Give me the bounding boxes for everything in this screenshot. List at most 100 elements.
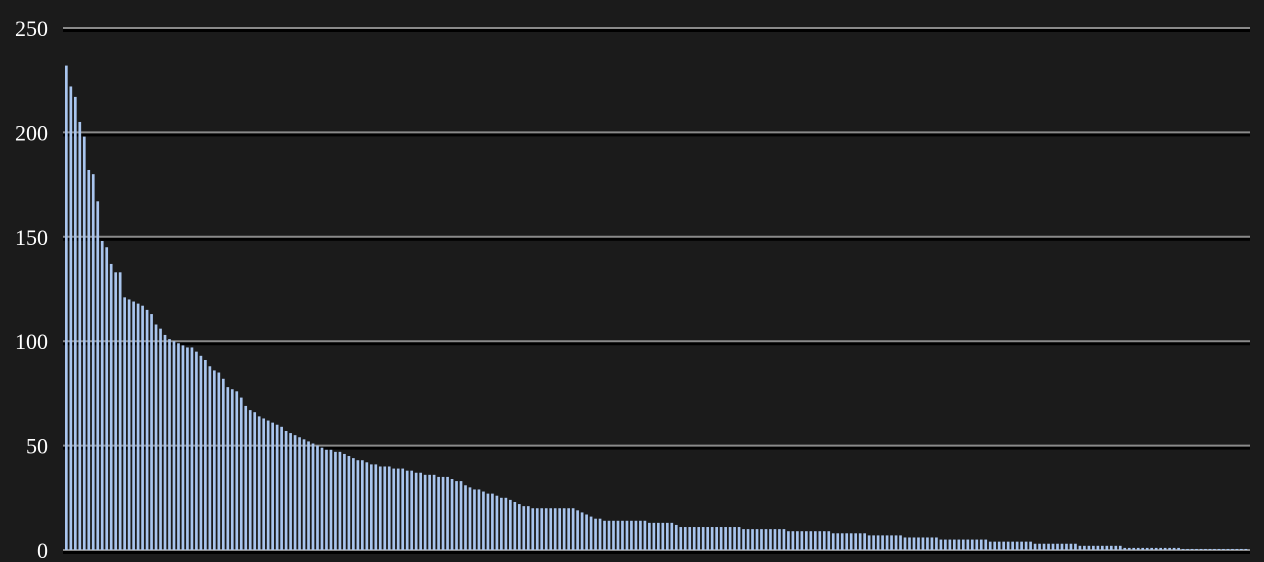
- bar: [1006, 541, 1010, 550]
- bar: [316, 445, 319, 550]
- bar: [701, 527, 705, 550]
- bar: [746, 529, 750, 550]
- bar: [831, 533, 835, 550]
- bar: [997, 541, 1001, 550]
- bar: [630, 520, 633, 550]
- bar: [473, 489, 476, 550]
- bar: [1042, 543, 1046, 550]
- bar: [365, 462, 369, 550]
- bar: [1092, 545, 1095, 550]
- bar: [993, 541, 997, 550]
- bar: [468, 487, 472, 550]
- bar: [334, 451, 337, 550]
- bar: [966, 539, 970, 550]
- bar: [495, 495, 499, 550]
- bar: [764, 529, 768, 550]
- bar: [827, 531, 831, 550]
- y-axis-ticks: 0 50 100 150 200 250: [15, 16, 48, 562]
- bar: [540, 508, 544, 550]
- y-tick-label: 200: [15, 120, 48, 145]
- bar: [347, 456, 351, 550]
- bar: [383, 466, 387, 550]
- bar: [975, 539, 979, 550]
- bar: [616, 520, 620, 550]
- bar: [961, 539, 965, 550]
- bar: [293, 435, 297, 550]
- bar: [854, 533, 858, 550]
- bar: [513, 501, 517, 550]
- bar: [679, 527, 683, 550]
- bar: [132, 301, 135, 550]
- bar: [509, 499, 512, 550]
- bar: [1195, 548, 1198, 550]
- bar: [845, 533, 849, 550]
- bar: [500, 497, 503, 550]
- bar: [822, 531, 826, 550]
- bar: [181, 345, 185, 550]
- bar: [948, 539, 952, 550]
- bar: [82, 136, 86, 550]
- bar: [526, 506, 530, 550]
- bar: [1217, 548, 1221, 550]
- bar: [836, 533, 840, 550]
- bar: [437, 476, 440, 550]
- y-tick-label: 150: [15, 225, 48, 250]
- bar: [1114, 545, 1118, 550]
- bar: [908, 537, 911, 550]
- bar: [221, 378, 225, 550]
- bar: [1127, 547, 1131, 550]
- bar: [737, 527, 741, 550]
- bar: [226, 387, 230, 550]
- bar: [486, 493, 490, 550]
- bar: [289, 433, 292, 550]
- bar: [401, 468, 405, 550]
- bar: [455, 481, 458, 550]
- bar: [782, 529, 786, 550]
- bar: [1109, 545, 1113, 550]
- bar: [266, 420, 270, 550]
- bar: [661, 522, 665, 550]
- bar: [338, 451, 342, 550]
- bar: [1047, 543, 1050, 550]
- bar: [172, 341, 176, 550]
- bar: [562, 508, 566, 550]
- bar: [1002, 541, 1006, 550]
- bar: [984, 539, 988, 550]
- bar: [953, 539, 956, 550]
- bar: [459, 481, 463, 550]
- bar: [840, 533, 844, 550]
- bar: [706, 527, 710, 550]
- bar: [419, 472, 422, 550]
- bar: [1222, 548, 1225, 550]
- bar: [912, 537, 916, 550]
- bar: [805, 531, 808, 550]
- bar: [921, 537, 925, 550]
- bar: [1136, 547, 1140, 550]
- bar: [674, 524, 678, 550]
- bar: [549, 508, 553, 550]
- bar: [186, 347, 189, 550]
- bar: [571, 508, 575, 550]
- bar: [1051, 543, 1055, 550]
- bar: [123, 297, 126, 550]
- bar: [280, 426, 283, 550]
- bar: [733, 527, 736, 550]
- bar: [244, 405, 248, 550]
- bar: [665, 522, 669, 550]
- bar: [275, 424, 279, 550]
- bar: [800, 531, 804, 550]
- bar: [1226, 548, 1230, 550]
- bar: [643, 520, 647, 550]
- bar: [343, 453, 346, 550]
- bar: [585, 514, 588, 550]
- bar: [692, 527, 696, 550]
- bar: [769, 529, 772, 550]
- bar: [935, 537, 938, 550]
- bar: [1065, 543, 1068, 550]
- bar: [248, 410, 252, 550]
- bar: [867, 535, 871, 550]
- bar: [428, 474, 431, 550]
- bar: [1190, 548, 1194, 550]
- bar: [271, 422, 274, 550]
